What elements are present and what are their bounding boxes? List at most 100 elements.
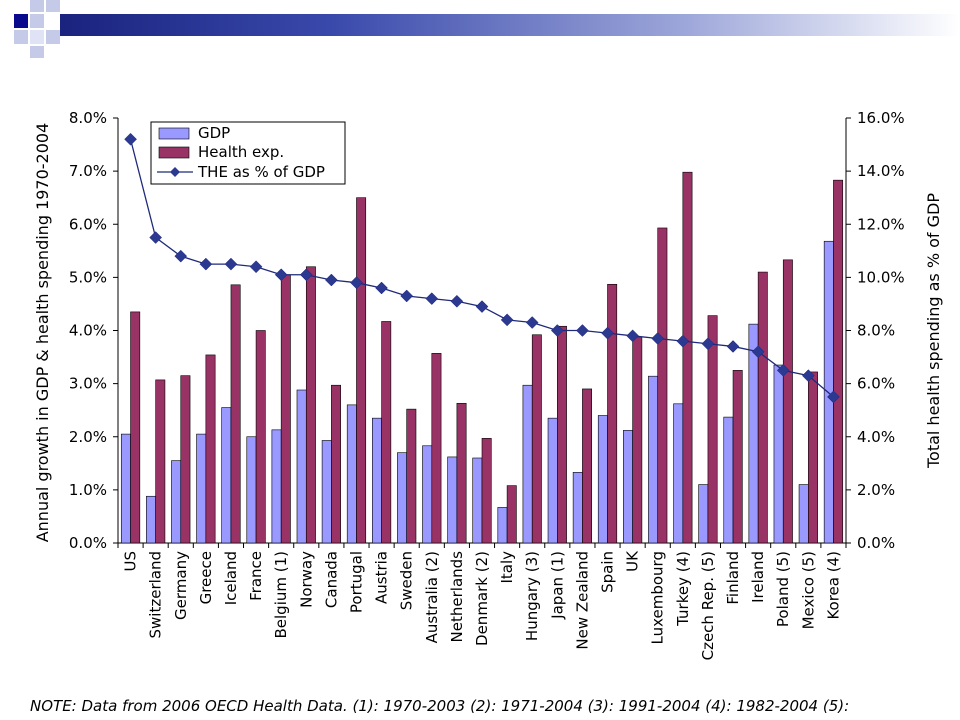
health-exp-bar [255,330,266,544]
x-tick-label: UK [624,550,642,572]
corner-square [14,14,28,28]
corner-square [46,30,60,44]
the-point [400,289,414,303]
gdp-bar [572,472,583,544]
footnote: NOTE: Data from 2006 OECD Health Data. (… [30,697,850,715]
health-exp-bar [732,370,743,544]
the-point [726,340,740,353]
gdp-bar [221,407,232,544]
x-tick-label: Canada [322,551,340,608]
health-exp-bar [782,259,793,544]
x-tick-label: Austria [373,551,391,604]
gdp-bar [422,445,433,544]
x-tick-label: Iceland [222,551,240,605]
right-tick-label: 0.0% [857,534,895,552]
gdp-bar [120,433,131,544]
x-tick-label: Turkey (4) [674,551,692,627]
right-tick-label: 4.0% [857,428,895,446]
gdp-bar [673,403,684,544]
gdp-bar [623,430,633,544]
x-tick-label: Poland (5) [774,551,792,627]
gdp-bar [497,507,508,544]
x-tick-label: Luxembourg [649,551,667,645]
the-point [199,257,213,271]
x-tick-label: Germany [172,551,190,620]
x-tick-label: Greece [197,551,215,604]
the-point [475,300,489,313]
corner-square [14,30,28,44]
health-exp-bar [582,388,593,544]
right-tick-label: 14.0% [857,162,905,180]
health-exp-bar [280,274,291,544]
gdp-bar [723,416,734,544]
gdp-bar [296,389,307,544]
the-point [350,276,363,290]
the-point [425,292,439,305]
health-exp-bar [356,197,367,544]
legend-line-label: THE as % of GDP [197,163,325,181]
gdp-bar [773,364,784,544]
the-point [550,324,564,337]
y2-axis-title: Total health spending as % of GDP [924,193,943,469]
left-tick-label: 2.0% [69,428,107,446]
right-tick-label: 10.0% [857,268,905,286]
x-tick-label: Czech Rep. (5) [699,551,717,660]
gdp-bar [698,484,709,544]
the-point [149,231,163,244]
health-exp-bar [707,315,718,544]
the-point [601,326,614,340]
gdp-bar [321,440,332,544]
left-tick-label: 1.0% [69,481,107,499]
left-tick-label: 0.0% [69,534,107,552]
title-band [60,14,960,36]
legend-gdp-swatch [158,127,190,140]
legend-health-label: Health exp. [198,143,284,161]
x-tick-label: Belgium (1) [272,551,290,639]
x-tick-label: Sweden [398,551,416,610]
x-tick-label: Mexico (5) [799,551,817,629]
x-tick-label: Korea (4) [824,551,842,620]
health-exp-bar [481,438,492,544]
gdp-bar [397,452,407,544]
health-exp-bar [381,321,392,544]
the-point [375,281,388,295]
health-exp-bar [531,334,542,544]
x-tick-label: Netherlands [448,551,466,643]
gdp-bar [271,429,282,544]
gdp-bar [547,417,558,544]
corner-square [30,14,44,28]
x-tick-label: Switzerland [147,551,165,639]
health-exp-bar [808,371,818,544]
gdp-bar [648,375,659,544]
legend-line-marker [170,167,180,177]
health-exp-bar [607,283,618,544]
the-point [525,316,539,329]
left-tick-label: 4.0% [69,322,107,340]
the-point [249,260,263,274]
x-tick-label: Hungary (3) [523,551,541,641]
gdp-bar [798,484,809,544]
health-exp-bar [155,379,166,544]
corner-square [30,46,44,58]
the-point [651,332,665,345]
x-tick-label: France [247,551,265,601]
health-exp-bar [682,171,693,544]
y-axis-title: Annual growth in GDP & health spending 1… [33,123,52,543]
health-exp-bar [757,271,768,544]
right-tick-label: 8.0% [857,322,895,340]
the-point [174,249,188,263]
health-exp-bar [130,311,141,544]
the-point [776,363,790,377]
left-tick-label: 3.0% [69,375,107,393]
corner-square [30,0,44,12]
health-exp-bar [180,375,191,544]
the-point [325,273,338,287]
x-tick-label: New Zealand [573,551,591,650]
gdp-bar [246,436,257,544]
the-point [576,324,589,337]
x-tick-label: Portugal [347,551,365,613]
the-point [274,268,288,282]
the-point [299,268,313,282]
gdp-bar [748,323,759,544]
right-tick-label: 6.0% [857,375,895,393]
